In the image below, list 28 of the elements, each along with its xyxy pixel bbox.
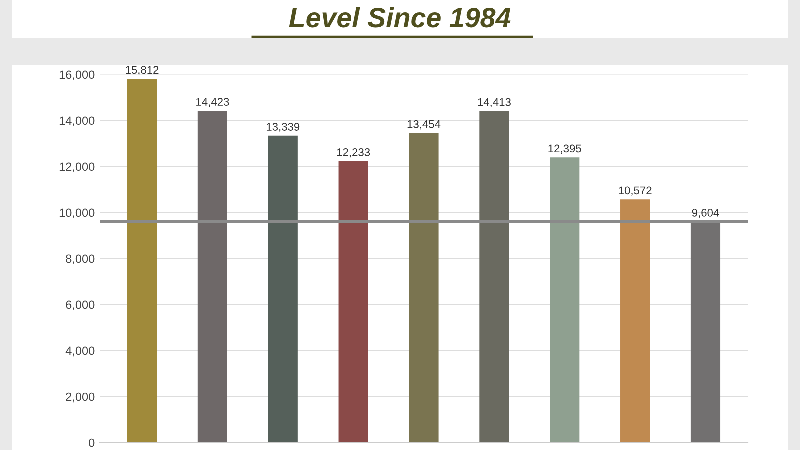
bar (198, 110, 228, 443)
data-label: 12,395 (548, 144, 582, 154)
data-label: 15,812 (126, 66, 159, 76)
data-label: 14,423 (196, 98, 230, 108)
y-tick-label: 16,000 (60, 70, 95, 80)
y-tick-label: 6,000 (66, 300, 95, 311)
y-tick-label: 8,000 (66, 254, 95, 265)
data-label: 14,413 (478, 98, 511, 108)
bar (690, 222, 721, 443)
chart-title: Level Since 1984 (289, 7, 511, 28)
bar (127, 79, 158, 443)
y-tick-label: 10,000 (60, 208, 95, 219)
data-label: 9,604 (692, 209, 720, 218)
data-label: 12,233 (337, 148, 370, 158)
y-tick-label: 12,000 (60, 162, 95, 173)
y-tick-label: 2,000 (66, 392, 95, 403)
bar (268, 136, 298, 443)
data-label: 10,572 (619, 186, 652, 196)
data-label: 13,454 (408, 120, 441, 130)
data-label: 13,339 (266, 123, 300, 132)
bar (338, 161, 368, 443)
y-tick-label: 4,000 (66, 346, 95, 357)
bar (550, 158, 580, 443)
bar (409, 133, 439, 443)
y-tick-label: 0 (89, 438, 95, 448)
y-tick-label: 14,000 (60, 116, 95, 126)
bar (620, 200, 650, 443)
bar (480, 111, 510, 443)
